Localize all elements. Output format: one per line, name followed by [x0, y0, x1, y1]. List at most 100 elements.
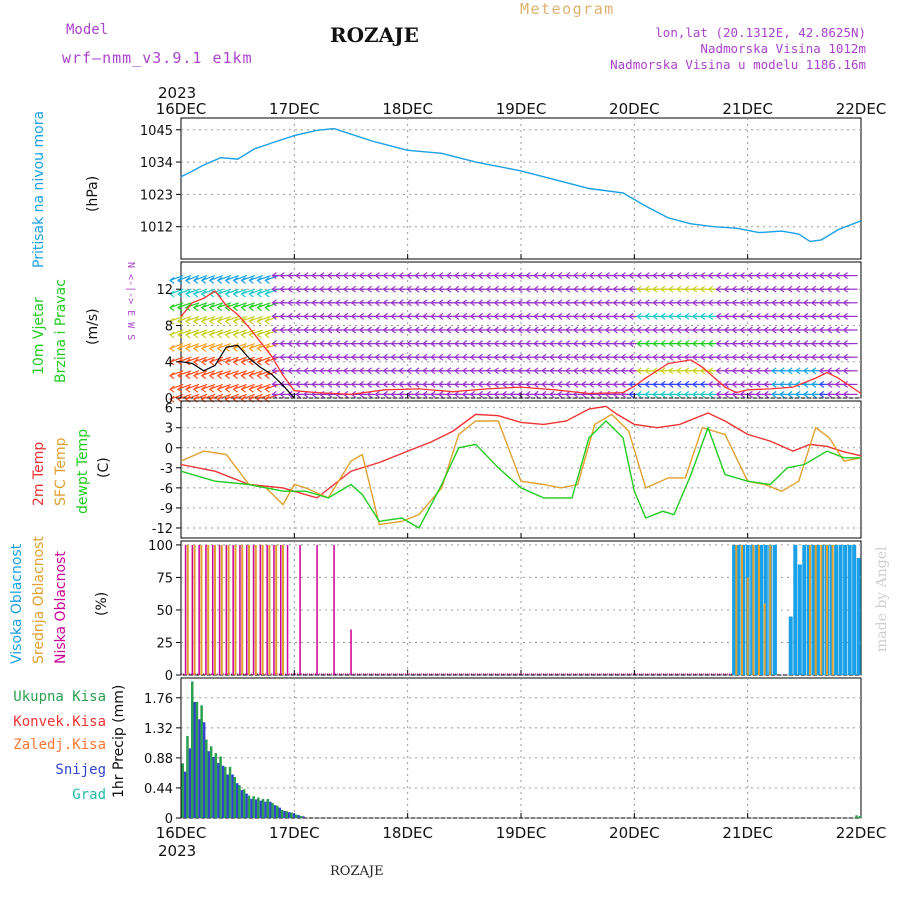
wind-barb-head: [240, 276, 246, 284]
wind-barb-head: [287, 312, 293, 320]
wind-barb: [185, 315, 200, 322]
mid-cloud-bar: [268, 544, 271, 675]
wind-barb-head: [493, 353, 499, 361]
wind-barb-head: [192, 344, 199, 352]
wind-barb-head: [374, 299, 380, 307]
wind-barb: [257, 275, 271, 281]
wind-barb-head: [271, 380, 277, 388]
wind-barb-head: [747, 340, 753, 348]
wind-barb-head: [192, 276, 199, 284]
wind-barb-head: [477, 353, 484, 361]
wind-barb-head: [240, 290, 246, 298]
wind-barb-head: [485, 367, 491, 375]
wind-barb-head: [311, 272, 317, 280]
wind-barb-head: [723, 367, 729, 375]
wind-barb-head: [517, 340, 523, 348]
wind-barb-head: [557, 380, 563, 388]
wind-barb-head: [588, 272, 595, 280]
wind-barb-head: [430, 367, 436, 375]
wind-barb-head: [358, 326, 365, 334]
wind-barb-head: [334, 272, 341, 280]
wind-barb-head: [358, 340, 365, 348]
precip-snow-bar: [269, 801, 272, 818]
wind-barb: [169, 275, 184, 281]
wind-barb-head: [755, 380, 761, 388]
wind-barb: [193, 275, 208, 281]
wind-barb-head: [493, 367, 499, 375]
wind-barb-head: [802, 390, 809, 398]
wind-barb-head: [350, 380, 357, 388]
wind-barb-head: [818, 272, 825, 280]
wind-barb-head: [771, 272, 777, 280]
wind-barb-head: [303, 353, 309, 361]
wind-barb-head: [382, 340, 388, 348]
wind-barb-head: [240, 358, 246, 366]
wind-barb-head: [747, 285, 753, 293]
precip-marks: [181, 681, 862, 818]
cloud-low-label: Niska Oblacnost: [53, 551, 69, 664]
wind-barb-head: [208, 372, 215, 380]
wind-barb-head: [311, 312, 317, 320]
wind-barb-head: [287, 367, 293, 375]
high-cloud-bar: [806, 544, 811, 675]
wind-barb-head: [382, 299, 388, 307]
wind-barb-head: [557, 285, 563, 293]
y-tick-label: 75: [156, 571, 173, 586]
wind-barb-head: [438, 380, 444, 388]
wind-barb-head: [795, 367, 801, 375]
wind-barb-head: [200, 317, 207, 325]
wind-barb-head: [620, 380, 626, 388]
wind-barb-head: [525, 390, 531, 398]
wind-barb-head: [636, 272, 642, 280]
wind-barb-head: [422, 380, 428, 388]
wind-barb-head: [374, 285, 380, 293]
wind-barb-head: [826, 272, 833, 280]
wind-barb-head: [699, 272, 706, 280]
cloud-marks: [181, 544, 861, 675]
wind-barb: [193, 302, 208, 309]
wind-barb-head: [469, 312, 476, 320]
precip-legend-freezing: Zaledj.Kisa: [13, 737, 106, 753]
wind-barb: [209, 329, 224, 336]
wind-barb-head: [795, 272, 801, 280]
y-tick-label: 25: [156, 636, 173, 651]
wind-barb-head: [445, 367, 452, 375]
precip-snow-bar: [221, 765, 225, 818]
wind-barb-head: [311, 367, 317, 375]
wind-barb-head: [549, 340, 555, 348]
wind-barb-head: [477, 326, 484, 334]
wind-barb-head: [572, 353, 579, 361]
wind-barb-head: [628, 353, 634, 361]
wind-barb-head: [572, 367, 579, 375]
mid-cloud-bar: [809, 544, 811, 675]
wind-barb-head: [303, 380, 309, 388]
wind-barb-head: [200, 290, 207, 298]
wind-barb-head: [731, 312, 737, 320]
wind-barb-head: [192, 304, 199, 312]
model-label: Model: [66, 22, 108, 38]
x-tick-label: 20DEC: [609, 824, 660, 842]
wind-barb-head: [398, 353, 404, 361]
wind-barb-head: [810, 299, 817, 307]
wind-barb-head: [802, 326, 809, 334]
wind-barb-head: [430, 390, 436, 398]
low-cloud-bar: [212, 544, 214, 675]
wind-barb-head: [248, 385, 254, 393]
wind-barb-head: [326, 367, 333, 375]
wind-barb-head: [826, 380, 833, 388]
x-tick-label: 17DEC: [269, 824, 320, 842]
wind-barb-head: [739, 272, 745, 280]
wind-barb-head: [826, 353, 833, 361]
low-cloud-bar: [316, 544, 318, 675]
mid-cloud-bar: [763, 603, 766, 675]
wind-barb: [241, 275, 255, 281]
wind-barb: [217, 288, 232, 295]
wind-barb-head: [715, 272, 722, 280]
y-tick-label: 8: [165, 319, 173, 334]
wind-barb-head: [636, 353, 642, 361]
wind-barb-head: [169, 276, 175, 284]
wind-barb-head: [169, 290, 175, 298]
wind-barb-head: [271, 340, 277, 348]
wind-barb-head: [707, 340, 714, 348]
wind-barb-head: [612, 285, 618, 293]
